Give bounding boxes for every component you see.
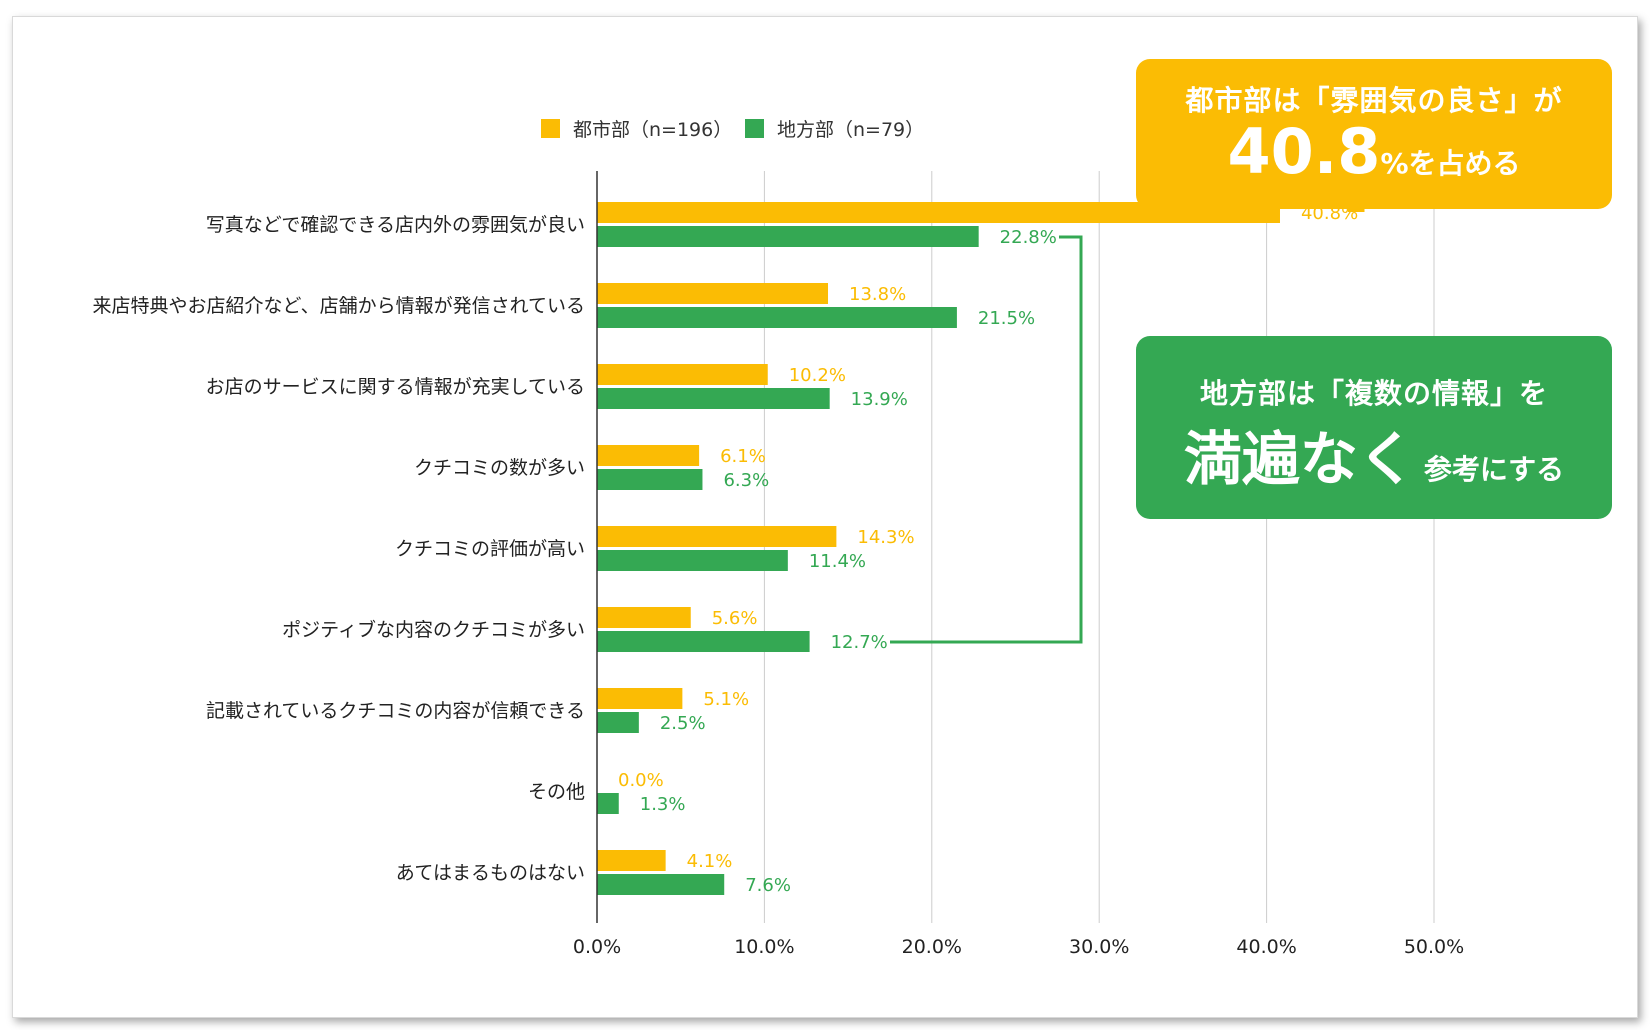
bar-urban	[597, 688, 683, 709]
data-label-urban: 6.1%	[720, 446, 766, 467]
data-label-rural: 6.3%	[723, 470, 769, 491]
data-label-rural: 11.4%	[809, 551, 866, 572]
bar-rural	[597, 793, 619, 814]
legend-label-rural: 地方部（n=79）	[777, 119, 924, 141]
rural-connector	[890, 235, 1083, 644]
bar-chart: 0.0% 10.0% 20.0% 30.0% 40.0% 50.0% 写真などで確認できる店…	[93, 119, 1464, 958]
bar-urban	[597, 364, 768, 385]
category-label: 記載されているクチコミの内容が信頼できる	[206, 700, 585, 722]
bar-rural	[597, 226, 979, 247]
data-label-urban: 10.2%	[789, 365, 846, 386]
x-tick-label: 10.0%	[734, 936, 794, 958]
category-label: 来店特典やお店紹介など、店舗から情報が発信されている	[93, 295, 585, 317]
data-label-urban: 0.0%	[618, 770, 664, 791]
category-label: クチコミの評価が高い	[395, 538, 585, 560]
data-label-rural: 12.7%	[831, 632, 888, 653]
data-label-rural: 7.6%	[745, 875, 791, 896]
x-tick-label: 50.0%	[1404, 936, 1464, 958]
bar-rural	[597, 874, 725, 895]
bar-rural	[597, 631, 810, 652]
data-label-rural: 2.5%	[660, 713, 706, 734]
data-label-urban: 14.3%	[857, 527, 914, 548]
data-label-rural: 1.3%	[640, 794, 686, 815]
category-label: ポジティブな内容のクチコミが多い	[282, 618, 585, 641]
urban-callout: 都市部は「雰囲気の良さ」が 40.8%を占める	[1136, 59, 1612, 209]
category-label: その他	[528, 781, 585, 803]
rural-callout: 地方部は「複数の情報」を 満遍なく 参考にする	[1136, 336, 1612, 519]
bar-rural	[597, 307, 957, 328]
legend-label-urban: 都市部（n=196）	[573, 119, 732, 141]
rural-callout-line2: 満遍なく 参考にする	[1136, 412, 1612, 496]
urban-connector	[1348, 209, 1365, 212]
category-label: お店のサービスに関する情報が充実している	[206, 376, 585, 398]
x-tick-label: 40.0%	[1236, 936, 1296, 958]
category-label: クチコミの数が多い	[414, 457, 585, 479]
rural-callout-line1: 地方部は「複数の情報」を	[1199, 377, 1548, 410]
x-tick-label: 0.0%	[573, 936, 621, 958]
bar-rural	[597, 712, 639, 733]
bar-urban	[597, 850, 666, 871]
data-label-urban: 4.1%	[687, 851, 733, 872]
bar-rural	[597, 388, 830, 409]
rural-callout-suffix: 参考にする	[1423, 453, 1565, 486]
data-label-rural: 22.8%	[1000, 227, 1057, 248]
category-label: あてはまるものはない	[396, 862, 585, 884]
bar-urban	[597, 283, 829, 304]
data-label-urban: 13.8%	[849, 284, 906, 305]
urban-callout-suffix: %を占める	[1380, 147, 1521, 180]
urban-callout-number: 40.8	[1227, 115, 1381, 188]
bar-urban	[597, 445, 700, 466]
bar-rural	[597, 469, 703, 490]
bar-urban	[597, 202, 1280, 223]
category-label: 写真などで確認できる店内外の雰囲気が良い	[206, 214, 585, 236]
legend-swatch-rural	[745, 119, 764, 138]
rural-callout-emphasis: 満遍なく	[1183, 425, 1416, 493]
chart-frame: 0.0% 10.0% 20.0% 30.0% 40.0% 50.0% 写真などで確認できる店…	[12, 16, 1638, 1018]
urban-callout-line1: 都市部は「雰囲気の良さ」が	[1185, 84, 1563, 117]
x-tick-label: 30.0%	[1069, 936, 1129, 958]
data-label-rural: 21.5%	[978, 308, 1035, 329]
bar-rural	[597, 550, 788, 571]
x-tick-label: 20.0%	[902, 936, 962, 958]
data-label-urban: 5.6%	[712, 608, 758, 629]
bar-urban	[597, 607, 691, 628]
urban-callout-line2: 40.8%を占める	[1136, 115, 1612, 188]
data-label-urban: 5.1%	[703, 689, 749, 710]
legend-swatch-urban	[541, 119, 560, 138]
data-label-rural: 13.9%	[851, 389, 908, 410]
bar-urban	[597, 526, 837, 547]
